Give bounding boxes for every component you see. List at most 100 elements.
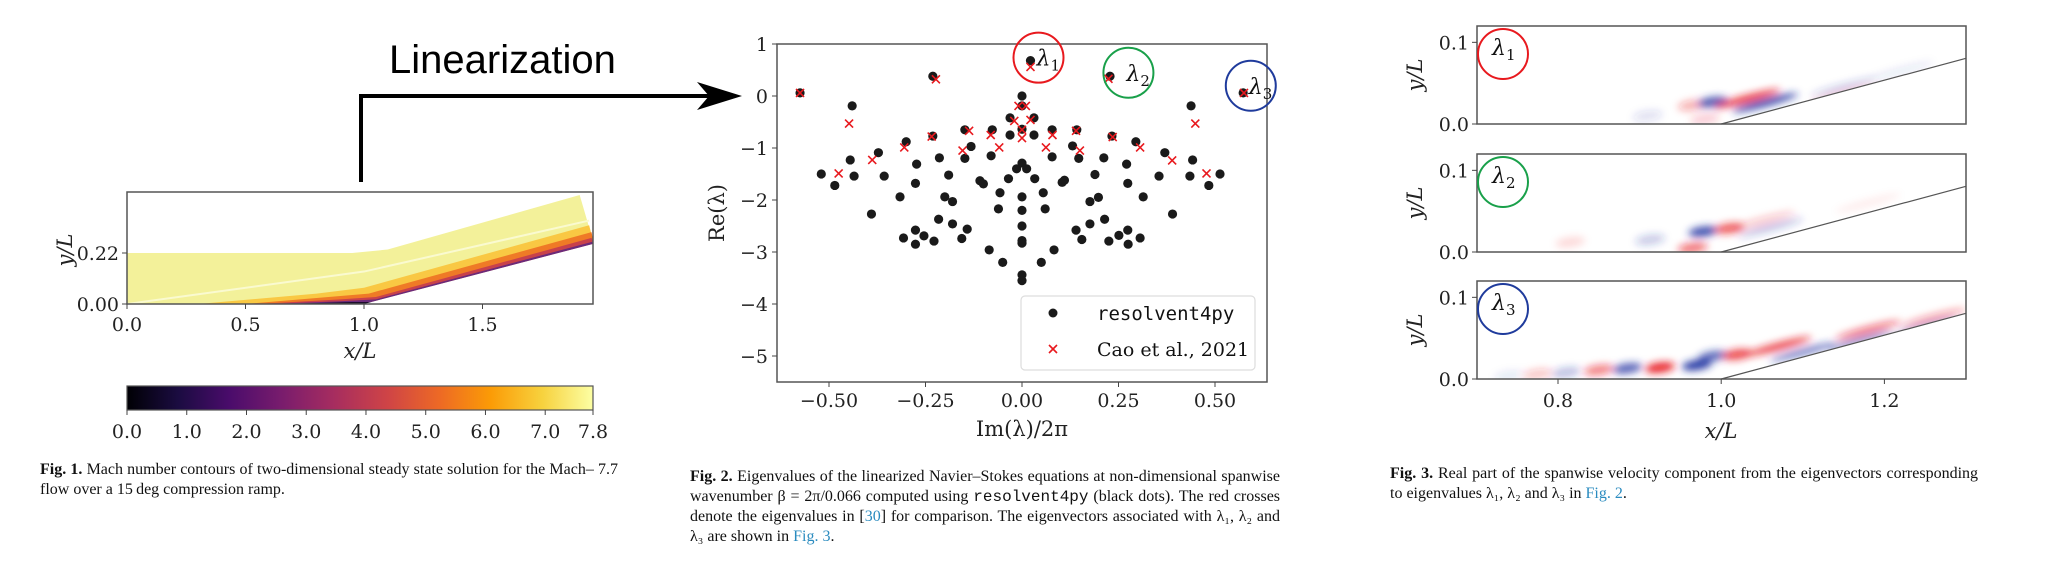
positive-contour: [1835, 193, 1901, 213]
reference-eigenvalue-cross: [1190, 118, 1200, 129]
x-tick-label: 0.00: [1001, 390, 1043, 412]
eigenvector-field: [1632, 58, 1966, 124]
lambda3-panel-label: λ3: [1491, 291, 1516, 319]
ramp-wall-line: [1721, 312, 1967, 380]
eigenvalue-dot: [1017, 238, 1027, 248]
fig3-ylabel: y/L: [1403, 314, 1427, 348]
positive-contour: [1745, 336, 1812, 356]
eigenvalue-dot: [1025, 56, 1036, 66]
eigenvalue-dot: [1085, 219, 1095, 229]
x-tick-label: 0.0: [112, 314, 142, 336]
colorbar-tick-label: 0.0: [112, 421, 142, 443]
eigenvalue-dot: [1114, 230, 1124, 240]
legend-cross-marker: [1048, 344, 1058, 354]
y-tick-label: −2: [740, 190, 768, 212]
fig3-panel-lambda2: 0.0 0.1 y/L λ2: [1403, 153, 1967, 264]
eigenvalue-dot: [1067, 141, 1078, 151]
eigenvalue-dot: [1011, 164, 1022, 174]
reference-link-30[interactable]: 30: [864, 508, 881, 525]
eigenvalue-dot: [1099, 153, 1109, 163]
reference-eigenvalue-cross: [1017, 133, 1027, 143]
eigenvalue-dot: [1122, 159, 1132, 169]
positive-contour: [1690, 113, 1720, 124]
eigenvalue-dot: [957, 233, 967, 244]
eigenvalue-dot: [898, 233, 909, 243]
colorbar-tick-label: 3.0: [291, 421, 321, 443]
y-tick-label: 0: [756, 86, 768, 108]
positive-contour: [1900, 308, 1966, 328]
reference-eigenvalue-cross: [957, 146, 968, 156]
reference-eigenvalue-cross: [1201, 168, 1212, 179]
eigenvalue-dot: [1138, 192, 1148, 202]
eigenvalue-dot: [879, 171, 889, 181]
eigenvalue-dot: [1017, 91, 1027, 101]
eigenvalue-dot: [1131, 137, 1141, 147]
y-tick-label: 0.1: [1439, 287, 1469, 309]
reference-eigenvalue-cross: [994, 142, 1004, 153]
y-tick-label: 0.0: [1439, 369, 1469, 391]
fig3-link[interactable]: Fig. 3: [793, 528, 831, 545]
positive-contour: [1645, 362, 1675, 373]
negative-contour: [1681, 359, 1712, 371]
reference-eigenvalue-cross: [931, 74, 941, 84]
lambda2-panel-circle: [1477, 156, 1529, 208]
contour-line: [127, 219, 590, 304]
lambda2-highlight-circle: [1102, 46, 1155, 99]
eigenvalue-dot: [944, 170, 954, 180]
eigenvalue-dot: [940, 192, 950, 202]
x-tick-label: 1.0: [349, 314, 379, 336]
eigenvalue-dot: [934, 214, 944, 224]
fig2-xlabel: Im(λ)/2π: [976, 417, 1068, 441]
panel-axes-frame: [1476, 153, 1967, 253]
eigenvalue-dot: [830, 180, 840, 191]
eigenvalue-dot: [1038, 188, 1048, 198]
reference-eigenvalue-cross: [844, 118, 854, 129]
x-tick-label: −0.25: [896, 390, 954, 412]
colorbar-tick-label: 6.0: [470, 421, 500, 443]
eigenvalue-dot: [919, 231, 929, 241]
eigenvalue-dot: [984, 245, 994, 255]
eigenvalue-dot: [1029, 130, 1039, 140]
eigenvalue-dot: [1017, 221, 1027, 231]
eigenvalue-dot: [1188, 155, 1198, 165]
eigenvalue-dot: [1215, 169, 1225, 179]
y-tick-label: −3: [740, 242, 768, 264]
eigenvalue-dot: [1059, 175, 1070, 185]
colorbar-tick-label: 5.0: [411, 421, 441, 443]
legend-label-resolvent4py: resolvent4py: [1097, 303, 1234, 325]
eigenvalue-dot: [1123, 178, 1133, 188]
fig2-link[interactable]: Fig. 2: [1585, 485, 1623, 502]
legend-label-cao: Cao et al., 2021: [1097, 339, 1249, 361]
eigenvalue-dot: [947, 219, 958, 229]
reference-eigenvalue-cross: [1025, 115, 1036, 125]
fig3-caption-end: .: [1622, 485, 1627, 502]
y-tick-label: −5: [740, 346, 768, 368]
fig3-xlabel: x/L: [1705, 419, 1738, 443]
x-tick-label: 1.5: [467, 314, 497, 336]
colorbar-tick-label: 4.0: [351, 421, 381, 443]
eigenvalue-dot: [1167, 209, 1178, 219]
fig3-panel-lambda1: 0.0 0.1 y/L λ1: [1403, 25, 1967, 136]
y-tick-label: −4: [740, 294, 768, 316]
y-tick-label: −1: [740, 138, 768, 160]
negative-contour: [1732, 93, 1799, 113]
fig2-legend: resolvent4py Cao et al., 2021: [1020, 295, 1256, 371]
eigenvalue-dot: [1090, 169, 1100, 180]
fig3-ylabel: y/L: [1403, 187, 1427, 221]
eigenvalue-dot: [978, 179, 989, 189]
reference-eigenvalue-cross: [1167, 155, 1177, 166]
negative-contour: [1635, 234, 1666, 246]
eigenvalue-dot: [1186, 101, 1196, 111]
negative-contour: [1810, 77, 1877, 97]
negative-contour: [1827, 331, 1893, 351]
eigenvalue-dot: [912, 159, 922, 169]
colorbar-tick-label: 1.0: [172, 421, 202, 443]
eigenvalue-dot: [1100, 214, 1110, 224]
y-tick-label: 0.00: [77, 294, 119, 316]
fig2-eigenvalue-scatter: −0.50 −0.25 0.00 0.25 0.50 1 0 −1 −2 −3 −4 −5 λ1 λ2 λ…: [705, 31, 1277, 441]
fig2-caption-text3: ] for comparison. The eigenvectors assoc…: [690, 508, 1280, 545]
x-tick-label: 0.8: [1543, 390, 1573, 412]
colorbar-tick-label: 7.0: [530, 421, 560, 443]
eigenvector-field: [1555, 186, 1966, 252]
fig2-caption-end: .: [830, 528, 835, 545]
